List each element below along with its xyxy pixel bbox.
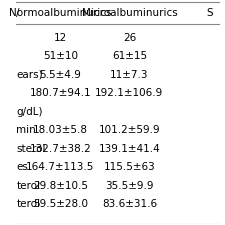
Text: 11±7.3: 11±7.3	[110, 70, 149, 79]
Text: g/dL): g/dL)	[16, 107, 43, 117]
Text: S: S	[207, 8, 214, 18]
Text: 29.8±10.5: 29.8±10.5	[33, 181, 88, 191]
Text: 5.5±4.9: 5.5±4.9	[39, 70, 81, 79]
Text: 26: 26	[123, 32, 136, 43]
Text: 35.5±9.9: 35.5±9.9	[105, 181, 154, 191]
Text: terol: terol	[16, 181, 40, 191]
Text: Normoalbuminurics: Normoalbuminurics	[9, 8, 112, 18]
Text: 101.2±59.9: 101.2±59.9	[99, 125, 160, 135]
Text: 139.1±41.4: 139.1±41.4	[99, 144, 160, 154]
Text: 61±15: 61±15	[112, 51, 147, 61]
Text: Microalbuminurics: Microalbuminurics	[81, 8, 177, 18]
Text: es: es	[16, 162, 28, 172]
Text: 192.1±106.9: 192.1±106.9	[95, 88, 164, 98]
Text: ears): ears)	[16, 70, 43, 79]
Text: min: min	[16, 125, 36, 135]
Text: 59.5±28.0: 59.5±28.0	[33, 199, 88, 209]
Text: terol: terol	[16, 199, 40, 209]
Text: sterol: sterol	[16, 144, 46, 154]
Text: 12: 12	[54, 32, 67, 43]
Text: 83.6±31.6: 83.6±31.6	[102, 199, 157, 209]
Text: 132.7±38.2: 132.7±38.2	[29, 144, 91, 154]
Text: 164.7±113.5: 164.7±113.5	[26, 162, 94, 172]
Text: 180.7±94.1: 180.7±94.1	[29, 88, 91, 98]
Text: 51±10: 51±10	[43, 51, 78, 61]
Text: 18.03±5.8: 18.03±5.8	[33, 125, 88, 135]
Text: 115.5±63: 115.5±63	[104, 162, 155, 172]
Text: /: /	[16, 8, 20, 18]
